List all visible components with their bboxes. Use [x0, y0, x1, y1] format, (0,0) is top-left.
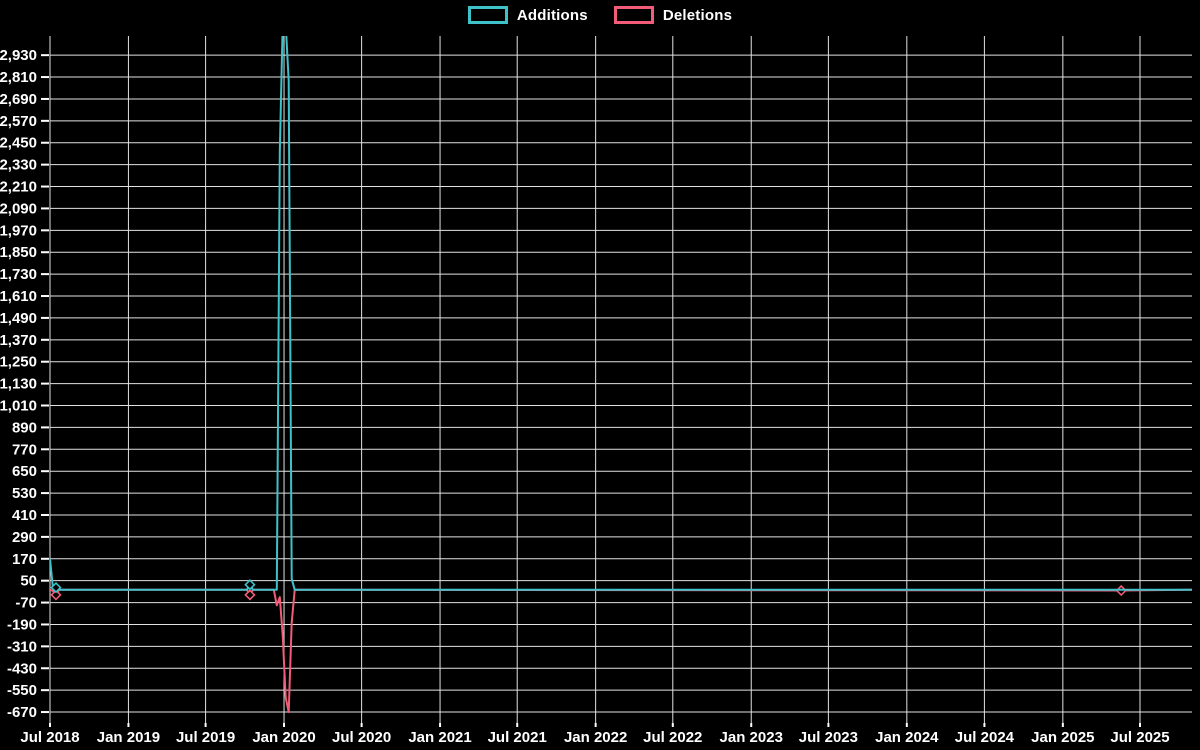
x-tick-label: Jan 2022: [564, 729, 627, 746]
x-tick-label: Jan 2019: [97, 729, 160, 746]
additions-marker-diamond: [50, 581, 62, 594]
y-tick-label: 1,730: [0, 266, 37, 283]
y-tick-label: 170: [12, 551, 37, 568]
y-tick-label: 2,690: [0, 91, 37, 108]
x-tick-label: Jul 2019: [176, 729, 235, 746]
y-tick-label: 50: [20, 573, 37, 590]
y-tick-label: -430: [7, 660, 37, 677]
chart-legend: Additions Deletions: [0, 6, 1200, 24]
y-tick-label: 290: [12, 529, 37, 546]
y-tick-label: -70: [15, 595, 37, 612]
y-tick-label: 2,810: [0, 69, 37, 86]
y-tick-label: 2,330: [0, 157, 37, 174]
y-tick-label: 770: [12, 441, 37, 458]
x-tick-label: Jan 2023: [720, 729, 783, 746]
legend-label-deletions: Deletions: [662, 6, 733, 24]
x-tick-label: Jul 2022: [643, 729, 702, 746]
x-tick-label: Jul 2020: [332, 729, 391, 746]
y-tick-label: 1,370: [0, 332, 37, 349]
y-tick-label: 2,450: [0, 135, 37, 152]
y-tick-label: 530: [12, 485, 37, 502]
x-tick-label: Jul 2021: [488, 729, 547, 746]
legend-label-additions: Additions: [516, 6, 588, 24]
additions-line: [50, 36, 1192, 591]
additions-marker-diamond: [244, 579, 256, 591]
y-tick-label: 2,570: [0, 113, 37, 130]
x-tick-label: Jan 2021: [408, 729, 471, 746]
y-tick-label: 1,490: [0, 310, 37, 327]
deletions-marker-diamond: [244, 589, 256, 601]
x-tick-label: Jan 2025: [1031, 729, 1094, 746]
y-tick-label: 1,610: [0, 288, 37, 305]
y-tick-label: -190: [7, 616, 37, 633]
y-tick-label: 2,210: [0, 179, 37, 196]
x-tick-label: Jul 2024: [955, 729, 1015, 746]
deletions-line: [50, 588, 1192, 714]
y-tick-label: 1,010: [0, 398, 37, 415]
x-tick-label: Jul 2023: [799, 729, 858, 746]
y-tick-label: 890: [12, 419, 37, 436]
y-tick-label: 1,970: [0, 222, 37, 239]
x-tick-label: Jul 2018: [20, 729, 79, 746]
y-tick-label: 2,090: [0, 200, 37, 217]
legend-item-additions[interactable]: Additions: [467, 6, 588, 24]
y-tick-label: 1,250: [0, 354, 37, 371]
x-tick-label: Jul 2025: [1110, 729, 1169, 746]
y-tick-label: 650: [12, 463, 37, 480]
y-tick-label: -670: [7, 704, 37, 721]
y-tick-label: 410: [12, 507, 37, 524]
deletions-marker-diamond: [50, 589, 62, 601]
x-tick-label: Jan 2020: [252, 729, 315, 746]
x-tick-label: Jan 2024: [875, 729, 939, 746]
y-tick-label: 1,850: [0, 244, 37, 261]
y-tick-label: 1,130: [0, 376, 37, 393]
additions-swatch-icon: [467, 6, 508, 24]
y-tick-label: -550: [7, 682, 37, 699]
deletions-swatch-icon: [613, 6, 654, 24]
legend-item-deletions[interactable]: Deletions: [613, 6, 733, 24]
y-tick-label: -310: [7, 638, 37, 655]
y-tick-label: 2,930: [0, 47, 37, 64]
